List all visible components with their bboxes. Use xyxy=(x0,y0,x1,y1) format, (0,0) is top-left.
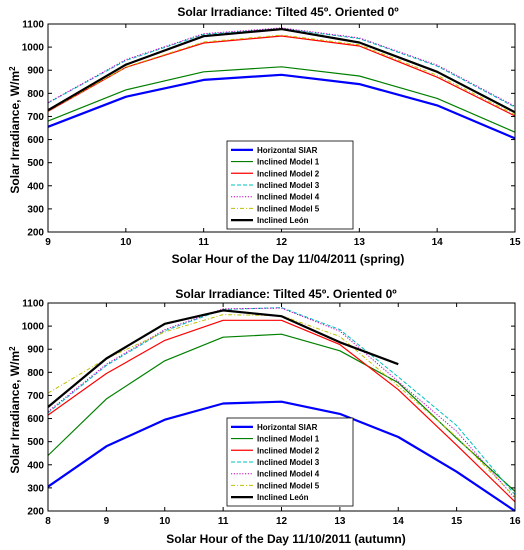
series-line-2 xyxy=(47,35,516,117)
x-axis-label: Solar Hour of the Day 11/10/2011 (autumn… xyxy=(166,532,405,546)
y-tick-label: 600 xyxy=(27,135,44,146)
series-line-5 xyxy=(47,34,516,116)
y-tick-label: 800 xyxy=(27,89,44,100)
legend-box xyxy=(226,417,354,507)
y-tick-label: 200 xyxy=(27,507,44,518)
chart-spring: Solar Irradiance: Tilted 45º. Oriented 0… xyxy=(8,5,521,266)
x-tick-label: 11 xyxy=(218,516,229,527)
x-tick-label: 13 xyxy=(354,237,366,248)
series-line-0 xyxy=(47,73,516,140)
x-tick-label: 15 xyxy=(509,237,521,248)
series-line-6 xyxy=(47,28,516,114)
x-tick-label: 10 xyxy=(120,237,132,248)
legend-label-6: Inclined León xyxy=(257,216,309,225)
y-tick-label: 400 xyxy=(27,460,44,471)
legend-label-6: Inclined León xyxy=(257,493,309,502)
legend-label-2: Inclined Model 2 xyxy=(257,169,320,178)
y-tick-label: 300 xyxy=(27,204,44,215)
x-tick-label: 12 xyxy=(276,516,288,527)
legend-label-0: Horizontal SIAR xyxy=(257,146,318,155)
y-axis-label: Solar Irradiance, W/m2 xyxy=(8,346,23,474)
x-tick-label: 8 xyxy=(45,516,51,527)
y-tick-label: 700 xyxy=(27,391,44,402)
x-tick-label: 9 xyxy=(45,237,51,248)
legend-label-5: Inclined Model 5 xyxy=(257,481,320,490)
y-tick-label: 400 xyxy=(27,181,44,192)
y-tick-label: 1100 xyxy=(22,299,44,310)
x-tick-label: 10 xyxy=(159,516,171,527)
legend-label-0: Horizontal SIAR xyxy=(257,423,318,432)
legend-label-5: Inclined Model 5 xyxy=(257,204,320,213)
legend-label-1: Inclined Model 1 xyxy=(257,435,320,444)
x-tick-label: 14 xyxy=(393,516,405,527)
y-tick-label: 800 xyxy=(27,368,44,379)
legend-label-4: Inclined Model 4 xyxy=(257,470,320,479)
x-tick-label: 15 xyxy=(451,516,463,527)
x-tick-label: 12 xyxy=(276,237,288,248)
y-axis-label-main: Solar Irradiance, W/m xyxy=(8,351,22,474)
series-line-5 xyxy=(47,314,516,498)
y-tick-label: 900 xyxy=(27,66,44,77)
legend-box xyxy=(226,140,354,230)
x-tick-label: 9 xyxy=(104,516,110,527)
x-tick-label: 16 xyxy=(509,516,521,527)
y-tick-label: 600 xyxy=(27,414,44,425)
chart-title: Solar Irradiance: Tilted 45º. Oriented 0… xyxy=(177,5,399,19)
y-axis-label-superscript: 2 xyxy=(8,346,17,351)
y-axis-label-superscript: 2 xyxy=(8,66,17,71)
y-tick-label: 200 xyxy=(27,228,44,239)
series-line-2 xyxy=(47,319,516,503)
y-axis-label-main: Solar Irradiance, W/m xyxy=(8,71,22,194)
legend: Horizontal SIAR Inclined Model 1 Inclined … xyxy=(226,417,354,507)
x-axis-label: Solar Hour of the Day 11/04/2011 (spring… xyxy=(172,252,405,266)
y-tick-label: 300 xyxy=(27,483,44,494)
y-tick-label: 500 xyxy=(27,158,44,169)
y-tick-label: 1100 xyxy=(22,20,44,31)
y-tick-label: 900 xyxy=(27,345,44,356)
chart-autumn: Solar Irradiance: Tilted 45º. Oriented 0… xyxy=(8,287,521,546)
chart-title: Solar Irradiance: Tilted 45º. Oriented 0… xyxy=(175,287,397,301)
series-line-0 xyxy=(47,400,516,512)
legend: Horizontal SIAR Inclined Model 1 Inclined … xyxy=(226,140,354,230)
y-tick-label: 1000 xyxy=(22,43,45,54)
series-line-6 xyxy=(47,309,399,408)
legend-label-3: Inclined Model 3 xyxy=(257,458,320,467)
x-tick-label: 13 xyxy=(334,516,346,527)
series-line-1 xyxy=(47,66,516,133)
legend-label-2: Inclined Model 2 xyxy=(257,446,320,455)
y-tick-label: 500 xyxy=(27,437,44,448)
y-tick-label: 1000 xyxy=(22,322,45,333)
series-line-4 xyxy=(47,27,516,107)
x-tick-label: 14 xyxy=(432,237,444,248)
series-line-3 xyxy=(47,307,516,496)
y-tick-label: 700 xyxy=(27,112,44,123)
legend-label-1: Inclined Model 1 xyxy=(257,158,320,167)
legend-label-4: Inclined Model 4 xyxy=(257,193,320,202)
legend-label-3: Inclined Model 3 xyxy=(257,181,320,190)
y-axis-label: Solar Irradiance, W/m2 xyxy=(8,66,23,194)
x-tick-label: 11 xyxy=(198,237,209,248)
series-line-4 xyxy=(47,307,516,499)
